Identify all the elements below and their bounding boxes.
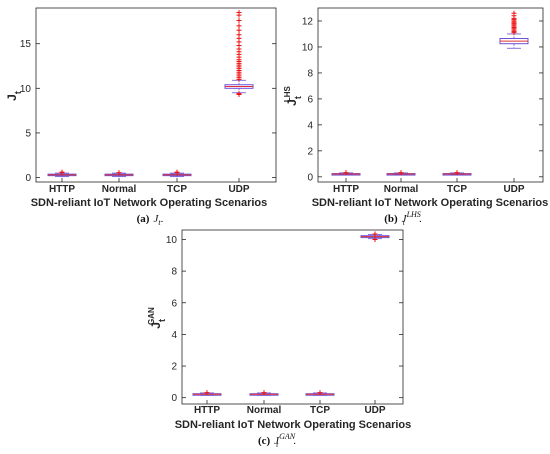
y-tick-label: 8 <box>307 68 313 79</box>
outlier-marker <box>236 91 242 97</box>
category-label-udp: UDP <box>364 405 385 416</box>
outlier-marker <box>372 236 378 242</box>
outlier-marker <box>317 390 323 396</box>
outlier-marker <box>343 170 349 176</box>
y-tick-label: 2 <box>171 362 177 373</box>
y-tick-label: 4 <box>307 120 313 131</box>
category-label-udp: UDP <box>228 184 249 195</box>
y-tick-label: 0 <box>307 172 313 183</box>
outlier-marker <box>236 17 242 23</box>
box-http <box>47 169 77 178</box>
svg-text:Jt: Jt <box>5 91 23 101</box>
outlier-marker <box>236 23 242 29</box>
box-tcp <box>162 169 192 178</box>
panel-c: 0 2 4 6 8 10 HTTP Normal TCP UDP SDN-reliant … <box>147 229 412 449</box>
category-label-tcp: TCP <box>310 405 330 416</box>
outlier-marker <box>261 390 267 396</box>
plot-frame <box>317 7 544 183</box>
category-label-normal: Normal <box>102 184 137 195</box>
y-axis-label: JtGAN <box>147 307 167 329</box>
y-tick-label: 15 <box>20 39 32 50</box>
panel-a: 0 5 10 15 HTTP Normal TCP UDP SDN-reliant I… <box>5 7 277 227</box>
plot-frame <box>35 7 277 183</box>
y-axis-label: JtLHS <box>283 85 303 105</box>
y-tick-label: 0 <box>25 173 31 184</box>
category-label-udp: UDP <box>503 184 524 195</box>
outlier-marker <box>236 27 242 33</box>
outlier-marker <box>59 169 65 175</box>
box-http <box>192 390 222 396</box>
box-normal <box>386 170 416 176</box>
y-tick-label: 5 <box>25 128 31 139</box>
y-axis-label: Jt <box>5 91 23 101</box>
plot-frame <box>181 229 404 405</box>
y-tick-label: 0 <box>171 393 177 404</box>
box-udp <box>224 9 254 98</box>
y-tick-label: 10 <box>302 42 314 53</box>
category-label-http: HTTP <box>333 184 359 195</box>
outlier-marker <box>511 10 517 16</box>
x-axis-label: SDN-reliant IoT Network Operating Scenar… <box>175 419 412 431</box>
y-tick-label: 8 <box>171 267 177 278</box>
caption-b: (b) JLHS t. <box>384 210 422 227</box>
y-tick-label: 10 <box>20 84 32 95</box>
x-axis-label: SDN-reliant IoT Network Operating Scenar… <box>312 197 549 209</box>
category-label-normal: Normal <box>247 405 282 416</box>
outlier-marker <box>204 390 210 396</box>
category-label-tcp: TCP <box>167 184 187 195</box>
box-normal <box>104 170 134 178</box>
box-tcp <box>305 390 335 396</box>
outlier-marker <box>372 231 378 237</box>
outlier-marker <box>454 170 460 176</box>
category-label-normal: Normal <box>384 184 419 195</box>
y-tick-label: 12 <box>302 16 314 27</box>
y-tick-label: 6 <box>171 298 177 309</box>
outlier-marker <box>174 169 180 175</box>
y-tick-label: 6 <box>307 94 313 105</box>
box-udp <box>360 231 390 242</box>
x-axis-label: SDN-reliant IoT Network Operating Scenar… <box>31 197 268 209</box>
caption-c: (c) JGAN t. <box>258 432 296 449</box>
panel-b: 0 2 4 6 8 10 12 HTTP Normal TCP UDP SDN-relian… <box>283 7 549 227</box>
box-udp <box>499 10 529 49</box>
outlier-marker <box>116 170 122 176</box>
box-http <box>331 170 361 176</box>
category-label-tcp: TCP <box>447 184 467 195</box>
caption-a: (a) Jt. <box>137 213 164 227</box>
svg-text:JtLHS: JtLHS <box>283 85 303 105</box>
outlier-marker <box>236 9 242 15</box>
svg-text:JtGAN: JtGAN <box>147 307 167 329</box>
category-label-http: HTTP <box>194 405 220 416</box>
outlier-marker <box>398 170 404 176</box>
box-normal <box>249 390 279 396</box>
y-tick-label: 10 <box>166 235 178 246</box>
y-tick-label: 4 <box>171 330 177 341</box>
outlier-marker <box>236 32 242 38</box>
box-tcp <box>442 170 472 176</box>
category-label-http: HTTP <box>49 184 75 195</box>
y-tick-label: 2 <box>307 146 313 157</box>
